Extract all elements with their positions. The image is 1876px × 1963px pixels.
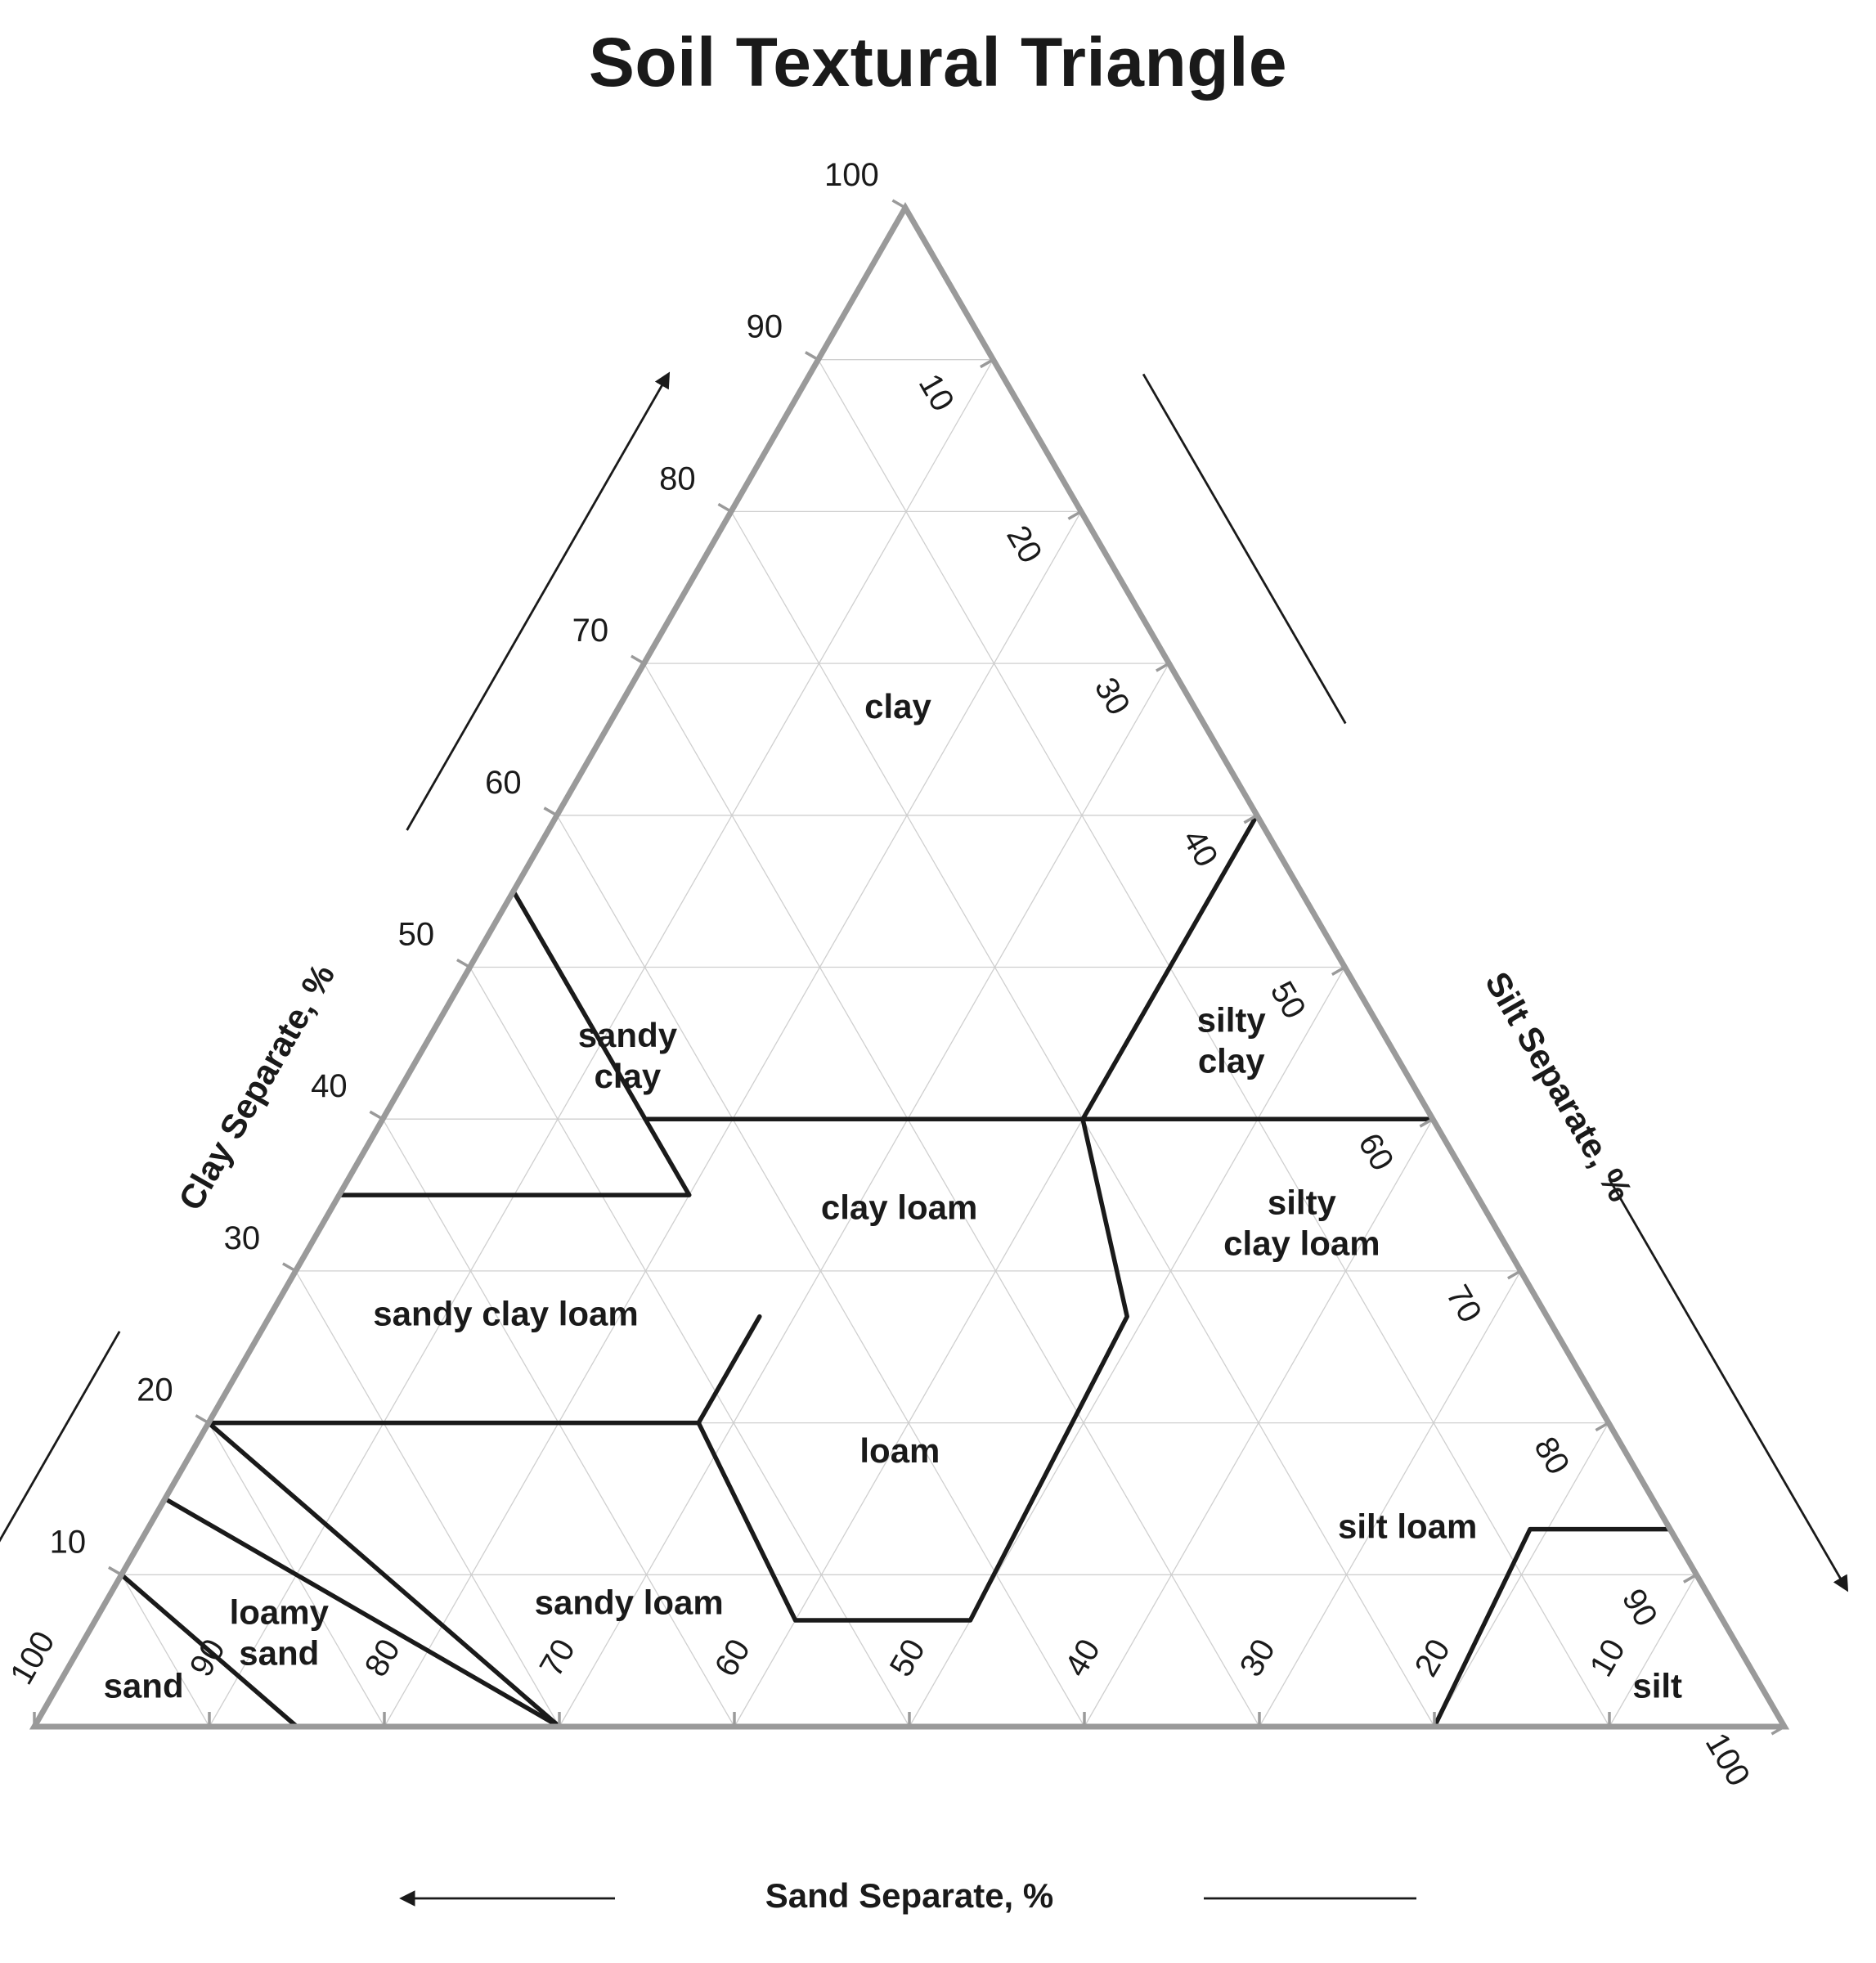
svg-text:40: 40: [1175, 824, 1224, 874]
svg-text:sandy: sandy: [578, 1016, 678, 1054]
svg-text:70: 70: [533, 1633, 582, 1683]
svg-text:100: 100: [1699, 1727, 1757, 1792]
svg-text:clay: clay: [595, 1057, 662, 1095]
svg-text:40: 40: [311, 1068, 348, 1104]
svg-text:60: 60: [708, 1633, 757, 1683]
svg-text:20: 20: [1408, 1633, 1457, 1683]
svg-text:loamy: loamy: [230, 1593, 330, 1632]
svg-text:70: 70: [572, 613, 609, 649]
svg-text:clay: clay: [864, 687, 931, 725]
svg-text:silt: silt: [1632, 1667, 1682, 1705]
svg-text:silty: silty: [1197, 1000, 1267, 1039]
svg-text:clay loam: clay loam: [1223, 1224, 1380, 1262]
svg-text:20: 20: [999, 519, 1048, 569]
svg-text:clay loam: clay loam: [821, 1188, 977, 1227]
svg-text:Silt Separate, %: Silt Separate, %: [1478, 965, 1640, 1207]
svg-text:90: 90: [747, 309, 783, 345]
svg-text:50: 50: [1263, 976, 1313, 1026]
svg-text:50: 50: [883, 1633, 932, 1683]
svg-text:10: 10: [1583, 1633, 1632, 1683]
svg-text:sand: sand: [239, 1634, 319, 1673]
svg-text:silty: silty: [1268, 1183, 1337, 1221]
svg-text:30: 30: [224, 1220, 261, 1256]
svg-text:50: 50: [398, 916, 435, 952]
svg-text:40: 40: [1058, 1633, 1107, 1683]
svg-text:80: 80: [358, 1633, 407, 1683]
svg-text:90: 90: [183, 1633, 232, 1683]
svg-text:100: 100: [3, 1625, 61, 1691]
svg-text:20: 20: [137, 1372, 173, 1408]
svg-text:80: 80: [659, 460, 696, 496]
svg-text:sandy loam: sandy loam: [535, 1583, 724, 1621]
svg-text:100: 100: [824, 157, 879, 193]
svg-text:70: 70: [1439, 1279, 1488, 1329]
svg-text:clay: clay: [1198, 1041, 1265, 1080]
svg-text:silt loam: silt loam: [1338, 1507, 1477, 1546]
svg-text:30: 30: [1088, 672, 1137, 721]
svg-text:10: 10: [912, 368, 961, 418]
svg-text:60: 60: [1351, 1127, 1400, 1177]
svg-text:30: 30: [1233, 1633, 1282, 1683]
svg-text:90: 90: [1615, 1583, 1664, 1633]
svg-text:sand: sand: [104, 1667, 184, 1705]
svg-text:60: 60: [485, 765, 522, 801]
svg-text:10: 10: [50, 1524, 87, 1560]
svg-text:sandy clay loam: sandy clay loam: [373, 1295, 639, 1333]
svg-text:80: 80: [1527, 1431, 1576, 1481]
svg-text:loam: loam: [859, 1431, 940, 1470]
svg-text:Sand Separate, %: Sand Separate, %: [765, 1876, 1053, 1915]
